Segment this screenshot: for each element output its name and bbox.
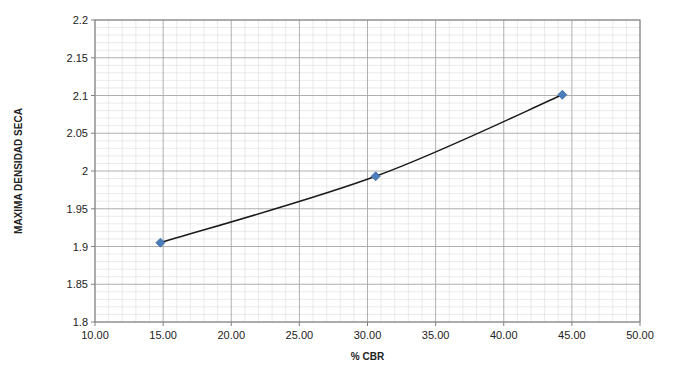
tick-mark (91, 322, 95, 323)
grid-line (95, 208, 640, 209)
y-tick-label: 2.2 (73, 14, 88, 26)
data-point (558, 90, 567, 99)
grid-line (95, 284, 640, 285)
grid-line (95, 133, 640, 134)
tick-mark (95, 322, 96, 326)
data-point (371, 172, 380, 181)
tick-mark (91, 284, 95, 285)
tick-mark (91, 95, 95, 96)
grid (95, 20, 640, 322)
y-tick-label: 2.15 (67, 52, 88, 64)
tick-mark (640, 322, 641, 326)
background (0, 0, 674, 374)
tick-mark (367, 322, 368, 326)
x-tick-label: 50.00 (626, 329, 654, 341)
x-tick-label: 20.00 (217, 329, 245, 341)
y-tick-label: 2.05 (67, 127, 88, 139)
tick-mark (91, 133, 95, 134)
x-tick-label: 30.00 (354, 329, 382, 341)
x-tick-label: 10.00 (81, 329, 109, 341)
chart: 10.00 15.00 20.00 25.00 30.00 35.00 40.00 45.00… (0, 0, 674, 374)
tick-mark (435, 322, 436, 326)
y-tick-label: 1.85 (67, 278, 88, 290)
y-tick-label: 2 (82, 165, 88, 177)
tick-mark (163, 322, 164, 326)
grid-line (95, 57, 640, 58)
tick-mark (91, 171, 95, 172)
x-tick-label: 40.00 (490, 329, 518, 341)
y-tick-label: 1.9 (73, 241, 88, 253)
x-tick-label: 45.00 (558, 329, 586, 341)
x-axis-title: % CBR (351, 351, 385, 362)
tick-mark (91, 246, 95, 247)
tick-mark (231, 322, 232, 326)
tick-mark (571, 322, 572, 326)
x-tick-label: 25.00 (286, 329, 314, 341)
x-tick-label: 15.00 (149, 329, 177, 341)
y-axis-title: MAXIMA DENSIDAD SECA (13, 108, 24, 234)
series-line (160, 95, 562, 243)
plot-frame (95, 20, 640, 322)
tick-mark (91, 208, 95, 209)
grid-line (95, 171, 640, 172)
tick-mark (91, 20, 95, 21)
x-tick-label: 35.00 (422, 329, 450, 341)
data-point (156, 238, 165, 247)
y-tick-label: 1.8 (73, 316, 88, 328)
grid-line (95, 246, 640, 247)
tick-mark (91, 57, 95, 58)
data-group (156, 90, 567, 247)
y-tick-label: 2.1 (73, 90, 88, 102)
tick-mark (503, 322, 504, 326)
y-tick-label: 1.95 (67, 203, 88, 215)
tick-mark (299, 322, 300, 326)
